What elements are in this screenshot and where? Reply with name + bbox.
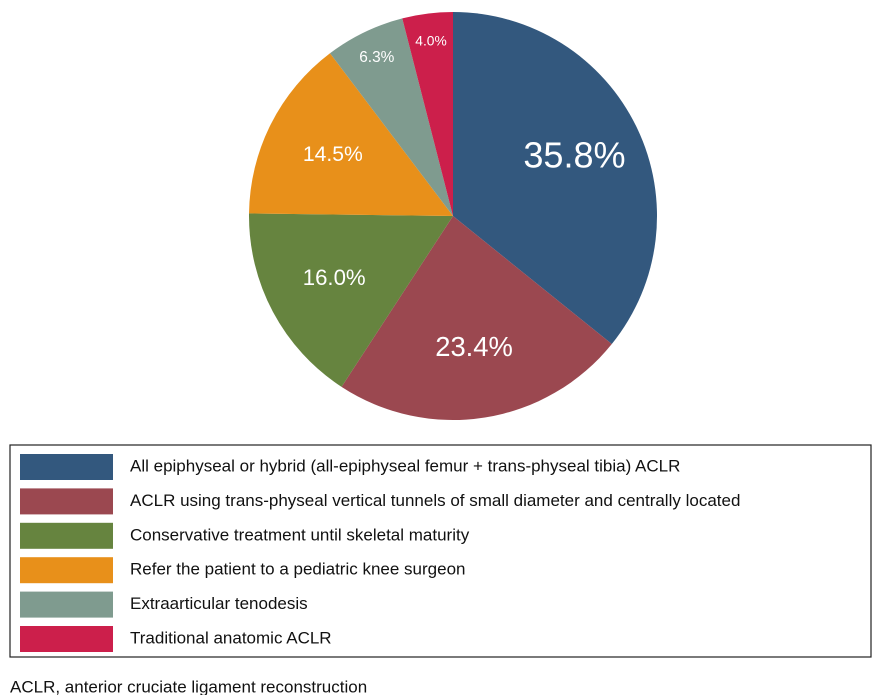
- legend-label: Refer the patient to a pediatric knee su…: [130, 560, 466, 579]
- footnote: ACLR, anterior cruciate ligament reconst…: [10, 677, 367, 695]
- pie-slice: [249, 213, 453, 387]
- slice-label: 6.3%: [359, 49, 394, 66]
- legend-swatch: [20, 626, 113, 652]
- legend-label: Conservative treatment until skeletal ma…: [130, 525, 470, 544]
- slice-label: 16.0%: [303, 265, 366, 290]
- slice-label: 4.0%: [415, 34, 446, 49]
- pie-slice: [330, 18, 453, 217]
- pie-slice: [402, 12, 453, 216]
- pie-slice: [453, 12, 657, 345]
- legend-swatch: [20, 557, 113, 584]
- legend-label: Extraarticular tenodesis: [130, 594, 308, 613]
- legend-label: All epiphyseal or hybrid (all-epiphyseal…: [130, 456, 680, 475]
- slice-label: 35.8%: [523, 134, 625, 175]
- legend-swatch: [20, 488, 113, 515]
- pie-slice: [341, 216, 612, 421]
- legend-swatch: [20, 591, 113, 618]
- legend-label: Traditional anatomic ACLR: [130, 628, 332, 647]
- legend-label: ACLR using trans-physeal vertical tunnel…: [130, 491, 740, 510]
- legend-swatch: [20, 454, 113, 480]
- pie-slice: [249, 53, 453, 216]
- legend-swatch: [20, 522, 113, 549]
- slice-label: 14.5%: [303, 143, 363, 166]
- slice-label: 23.4%: [435, 331, 513, 362]
- legend-box: [9, 444, 872, 658]
